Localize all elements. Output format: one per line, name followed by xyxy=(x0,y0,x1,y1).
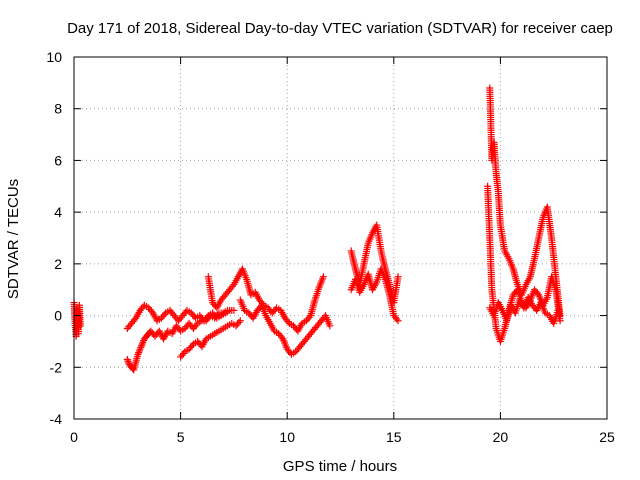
data-marker xyxy=(124,357,132,365)
data-marker xyxy=(284,318,292,326)
data-marker xyxy=(139,338,147,346)
data-marker xyxy=(135,349,143,357)
data-point xyxy=(123,356,131,364)
x-tick-label: 0 xyxy=(70,429,78,445)
data-marker xyxy=(130,316,138,324)
data-point xyxy=(326,322,334,330)
data-layer xyxy=(70,84,564,374)
x-tick-label: 15 xyxy=(386,429,402,445)
data-marker xyxy=(393,315,401,323)
data-marker xyxy=(160,311,168,319)
data-point xyxy=(136,345,144,353)
data-marker xyxy=(192,321,200,329)
data-marker xyxy=(305,313,313,321)
data-point xyxy=(554,306,562,314)
data-marker xyxy=(138,342,146,350)
data-point xyxy=(236,317,244,325)
x-tick-label: 25 xyxy=(599,429,615,445)
y-tick-label: 8 xyxy=(54,101,62,117)
y-axis-title: SDTVAR / TECUs xyxy=(5,179,22,299)
y-tick-label: 6 xyxy=(54,152,62,168)
data-marker xyxy=(235,318,243,326)
x-tick-label: 5 xyxy=(177,429,185,445)
data-point xyxy=(134,350,142,358)
data-point xyxy=(394,273,402,281)
data-marker xyxy=(278,333,286,341)
y-tick-label: 0 xyxy=(54,308,62,324)
data-point xyxy=(76,322,84,330)
data-point xyxy=(319,273,327,281)
x-axis-title: GPS time / hours xyxy=(283,458,397,475)
x-tick-label: 10 xyxy=(279,429,295,445)
data-point xyxy=(394,317,402,325)
y-tick-label: 2 xyxy=(54,256,62,272)
x-tick-label: 20 xyxy=(493,429,509,445)
data-marker xyxy=(135,347,143,355)
data-marker xyxy=(203,313,211,321)
data-marker xyxy=(179,349,187,357)
data-point xyxy=(138,340,146,348)
data-marker xyxy=(188,342,196,350)
data-marker xyxy=(137,343,145,351)
grid xyxy=(74,57,607,419)
y-tick-label: -4 xyxy=(50,411,63,427)
data-marker xyxy=(147,307,155,315)
y-tick-label: 10 xyxy=(46,49,62,65)
chart-title: Day 171 of 2018, Sidereal Day-to-day VTE… xyxy=(67,20,613,37)
y-tick-label: 4 xyxy=(54,204,62,220)
y-tick-label: -2 xyxy=(50,359,63,375)
data-point xyxy=(230,306,238,314)
data-marker xyxy=(228,282,236,290)
axis-ticks: 0 5 10 15 20 25 -4 -2 0 2 4 6 8 10 xyxy=(46,49,615,445)
plot-frame xyxy=(73,56,608,420)
data-marker xyxy=(533,289,541,297)
